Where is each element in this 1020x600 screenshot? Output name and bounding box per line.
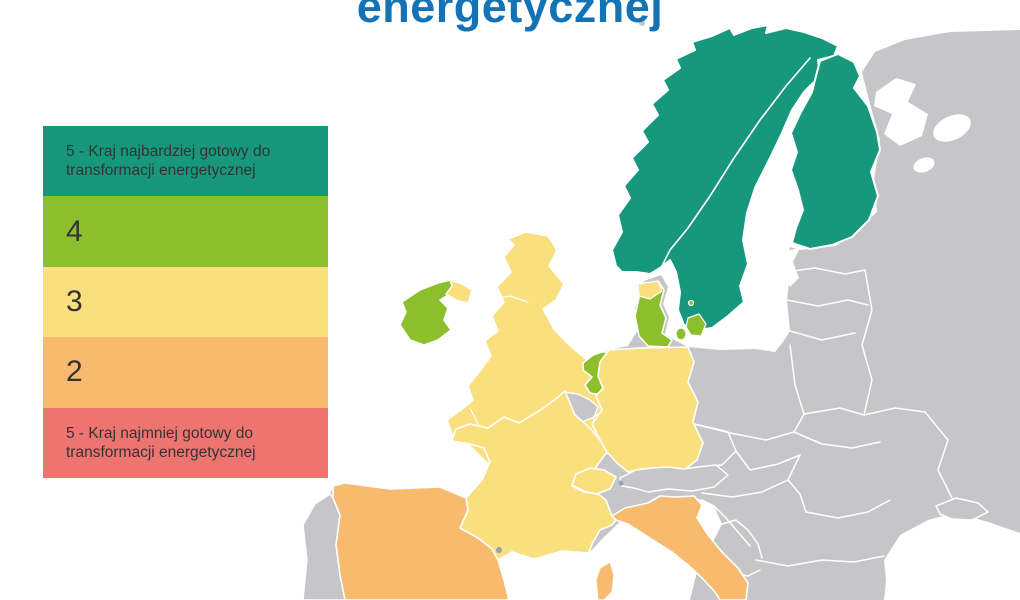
country-denmark-north-tip — [637, 280, 663, 300]
microstate-liechtenstein — [618, 480, 624, 486]
legend: 5 - Kraj najbardziej gotowy do transform… — [43, 126, 328, 479]
country-crimea — [935, 497, 989, 521]
legend-label: 5 - Kraj najbardziej gotowy do transform… — [66, 143, 271, 180]
legend-label: 4 — [66, 214, 83, 248]
legend-item-1-worst: 5 - Kraj najmniej gotowy do transformacj… — [43, 407, 328, 479]
country-denmark-islands — [675, 299, 707, 341]
country-italy — [611, 495, 749, 600]
country-austria — [619, 464, 729, 493]
island-faroe — [639, 20, 645, 26]
gulf-of-riga — [780, 248, 800, 287]
lake-onega — [913, 157, 935, 173]
norway-sweden-border — [661, 57, 811, 267]
legend-item-3: 3 — [43, 266, 328, 338]
region-northern-ireland — [445, 279, 473, 304]
country-ireland — [399, 279, 463, 346]
country-spain — [332, 482, 510, 600]
country-switzerland — [571, 467, 617, 495]
legend-item-2: 2 — [43, 337, 328, 408]
no-data-borders — [675, 267, 953, 589]
legend-label: 3 — [66, 285, 83, 319]
black-sea — [884, 513, 1020, 600]
legend-label: 2 — [66, 355, 83, 389]
white-sea-inlet — [874, 78, 928, 146]
country-france — [451, 390, 617, 561]
microstate-andorra — [496, 547, 502, 553]
page-title: energetycznej — [356, 0, 664, 32]
legend-label: 5 - Kraj najmniej gotowy do transformacj… — [66, 424, 256, 461]
lake-ladoga — [933, 114, 971, 142]
legend-item-5-best: 5 - Kraj najbardziej gotowy do transform… — [43, 126, 328, 197]
legend-item-4: 4 — [43, 196, 328, 267]
country-finland — [790, 53, 881, 250]
island-corsica — [595, 561, 615, 600]
